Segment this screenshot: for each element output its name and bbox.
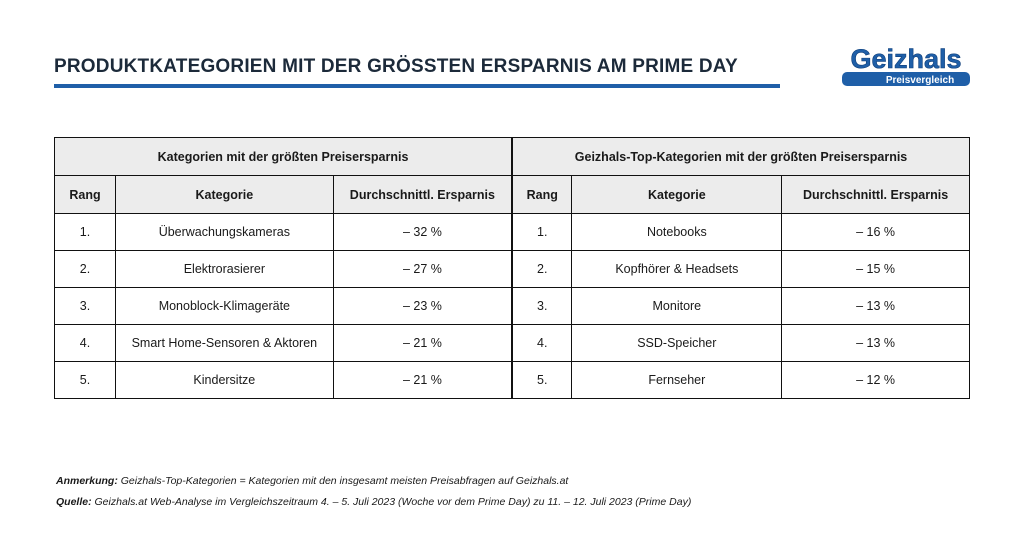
logo-tagline: Preisvergleich <box>886 75 954 86</box>
note-text: Geizhals.at Web-Analyse im Vergleichszei… <box>94 496 692 508</box>
table-cell: – 21 % <box>332 361 513 399</box>
table-cell: 1. <box>511 213 573 251</box>
table-row: 5. Kindersitze – 21 % 5. Fernseher – 12 % <box>54 361 970 399</box>
column-header: Durchschnittl. Ersparnis <box>332 175 513 214</box>
column-header: Durchschnittl. Ersparnis <box>781 175 970 214</box>
table-cell: Kopfhörer & Headsets <box>571 250 783 288</box>
column-header: Rang <box>511 175 573 214</box>
title-underline <box>54 84 780 88</box>
logo: Geizhals Preisvergleich <box>842 44 970 86</box>
table-cell: Monitore <box>571 287 783 325</box>
table-cell: – 23 % <box>332 287 513 325</box>
note: Quelle: Geizhals.at Web-Analyse im Vergl… <box>56 496 691 508</box>
table-cell: 5. <box>54 361 116 399</box>
column-header: Kategorie <box>114 175 334 214</box>
savings-table: Kategorien mit der größten Preisersparni… <box>54 137 971 399</box>
table-cell: – 13 % <box>781 324 970 362</box>
table-cell: – 13 % <box>781 287 970 325</box>
table-row: 4. Smart Home-Sensoren & Aktoren – 21 % 4. S… <box>54 324 970 362</box>
logo-bar <box>842 72 970 86</box>
table-cell: – 32 % <box>332 213 513 251</box>
table-cell: 5. <box>511 361 573 399</box>
table-cell: 2. <box>54 250 116 288</box>
note-text: Geizhals-Top-Kategorien = Kategorien mit… <box>120 475 569 487</box>
group-header: Kategorien mit der größten Preisersparni… <box>54 137 513 176</box>
table-row: 2. Elektrorasierer – 27 % 2. Kopfhörer & Hea… <box>54 250 970 288</box>
table-cell: Überwachungskameras <box>114 213 334 251</box>
table-cell: 1. <box>54 213 116 251</box>
table-cell: 3. <box>54 287 116 325</box>
table-cell: SSD-Speicher <box>571 324 783 362</box>
table-row: 3. Monoblock-Klimageräte – 23 % 3. Monitore –… <box>54 287 970 325</box>
note: Anmerkung: Geizhals-Top-Kategorien = Kat… <box>56 475 568 487</box>
table-cell: 3. <box>511 287 573 325</box>
note-label: Anmerkung: <box>56 475 118 487</box>
table-cell: – 27 % <box>332 250 513 288</box>
table-cell: Fernseher <box>571 361 783 399</box>
logo-name: Geizhals <box>850 44 961 74</box>
note-label: Quelle: <box>56 496 92 508</box>
table-cell: Kindersitze <box>114 361 334 399</box>
table-cell: 4. <box>511 324 573 362</box>
table-cell: 4. <box>54 324 116 362</box>
table-cell: – 21 % <box>332 324 513 362</box>
table-cell: Smart Home-Sensoren & Aktoren <box>114 324 334 362</box>
column-header: Kategorie <box>571 175 783 214</box>
table-cell: – 12 % <box>781 361 970 399</box>
table-cell: 2. <box>511 250 573 288</box>
table-cell: Elektrorasierer <box>114 250 334 288</box>
group-header: Geizhals-Top-Kategorien mit der größten … <box>511 137 971 176</box>
table-row: 1. Überwachungskameras – 32 % 1. Notebooks – … <box>54 213 970 251</box>
table-cell: – 16 % <box>781 213 970 251</box>
table-cell: Notebooks <box>571 213 783 251</box>
table-cell: – 15 % <box>781 250 970 288</box>
column-header: Rang <box>54 175 116 214</box>
table-cell: Monoblock-Klimageräte <box>114 287 334 325</box>
title: PRODUKTKATEGORIEN MIT DER GRÖSSTEN ERSPA… <box>54 56 738 77</box>
